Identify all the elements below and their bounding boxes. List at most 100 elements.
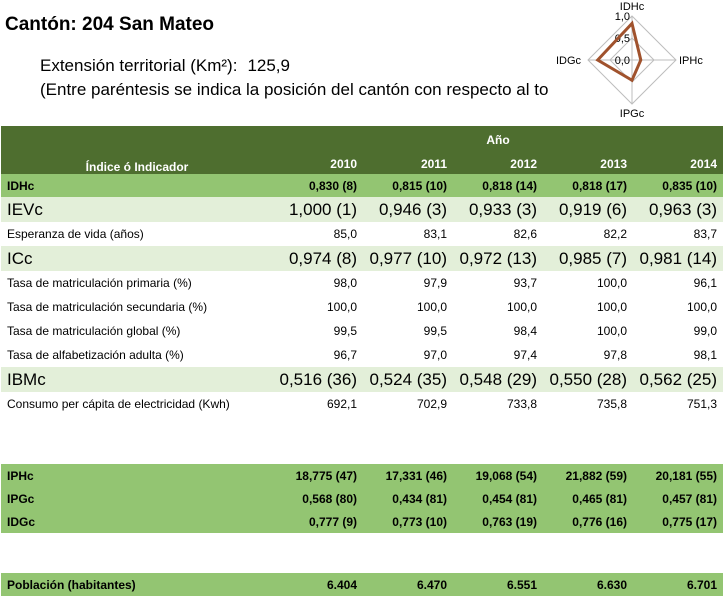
value-2012: 97,4 (453, 343, 543, 367)
value-2011: 0,977 (10) (363, 246, 453, 271)
value-2014: 751,3 (633, 392, 723, 416)
value-2010: 1,000 (1) (273, 197, 363, 222)
table-row-tasa-de-alfabetizacion-adulta: Tasa de alfabetización adulta (%) 96,7 97,… (1, 343, 723, 367)
value-2012: 19,068 (54) (453, 464, 543, 487)
value-2011: 702,9 (363, 392, 453, 416)
value-2012: 0,763 (19) (453, 510, 543, 533)
value-2010: 85,0 (273, 222, 363, 246)
year-header-2011: 2011 (363, 154, 453, 174)
value-2011: 17,331 (46) (363, 464, 453, 487)
row-label: Consumo per cápita de electricidad (Kwh) (1, 392, 273, 416)
value-2011: 97,0 (363, 343, 453, 367)
table-row-idhc: IDHc 0,830 (8) 0,815 (10) 0,818 (14) 0,818 (… (1, 174, 723, 197)
row-label: IEVc (1, 197, 273, 222)
value-2010: 18,775 (47) (273, 464, 363, 487)
value-2011: 100,0 (363, 295, 453, 319)
indicator-table: Índice ó Indicador Año 2010 2011 2012 2013 201… (1, 126, 723, 596)
spacer-row (1, 440, 723, 464)
value-2014: 100,0 (633, 295, 723, 319)
value-2012: 6.551 (453, 573, 543, 596)
row-label: Tasa de matriculación global (%) (1, 319, 273, 343)
value-2012: 82,6 (453, 222, 543, 246)
radar-axis-label-ipgc: IPGc (620, 108, 645, 118)
radar-series (595, 20, 643, 83)
value-2012: 0,818 (14) (453, 174, 543, 197)
value-2010: 96,7 (273, 343, 363, 367)
value-2013: 0,985 (7) (543, 246, 633, 271)
row-label: IDGc (1, 510, 273, 533)
table-row-ipgc: IPGc 0,568 (80) 0,434 (81) 0,454 (81) 0,465 … (1, 487, 723, 510)
value-2013: 0,818 (17) (543, 174, 633, 197)
value-2013: 0,550 (28) (543, 367, 633, 392)
value-2012: 0,972 (13) (453, 246, 543, 271)
table-row-ievc: IEVc 1,000 (1) 0,946 (3) 0,933 (3) 0,919 (6)… (1, 197, 723, 222)
value-2013: 82,2 (543, 222, 633, 246)
radar-chart: 1,00,50,0 IDHc IPHc IPGc IDGc (548, 0, 718, 118)
value-2011: 0,524 (35) (363, 367, 453, 392)
value-2014: 83,7 (633, 222, 723, 246)
value-2011: 0,434 (81) (363, 487, 453, 510)
value-2010: 0,974 (8) (273, 246, 363, 271)
value-2012: 100,0 (453, 295, 543, 319)
value-2014: 6.701 (633, 573, 723, 596)
value-2011: 0,773 (10) (363, 510, 453, 533)
table-row-ibmc: IBMc 0,516 (36) 0,524 (35) 0,548 (29) 0,550 … (1, 367, 723, 392)
year-group-header: Año (273, 126, 723, 154)
table-row-poblacion-habitantes: Población (habitantes) 6.404 6.470 6.551 6.6… (1, 573, 723, 596)
row-label: Esperanza de vida (años) (1, 222, 273, 246)
value-2011: 97,9 (363, 271, 453, 295)
value-2013: 735,8 (543, 392, 633, 416)
value-2011: 83,1 (363, 222, 453, 246)
value-2012: 0,933 (3) (453, 197, 543, 222)
row-label: IPHc (1, 464, 273, 487)
value-2011: 0,946 (3) (363, 197, 453, 222)
value-2013: 0,919 (6) (543, 197, 633, 222)
page-title: Cantón: 204 San Mateo (5, 14, 215, 35)
value-2011: 99,5 (363, 319, 453, 343)
value-2011: 6.470 (363, 573, 453, 596)
value-2014: 0,963 (3) (633, 197, 723, 222)
value-2010: 99,5 (273, 319, 363, 343)
table-row-esperanza-de-vida-anos: Esperanza de vida (años) 85,0 83,1 82,6 82,2… (1, 222, 723, 246)
table-row-consumo-per-capita-de-electricidad-kwh: Consumo per cápita de electricidad (Kwh)… (1, 392, 723, 416)
value-2013: 100,0 (543, 271, 633, 295)
row-label: Tasa de matriculación primaria (%) (1, 271, 273, 295)
value-2013: 0,776 (16) (543, 510, 633, 533)
value-2014: 0,457 (81) (633, 487, 723, 510)
value-2010: 6.404 (273, 573, 363, 596)
radar-axis-label-idhc: IDHc (620, 1, 645, 13)
value-2013: 0,465 (81) (543, 487, 633, 510)
value-2010: 0,516 (36) (273, 367, 363, 392)
value-2010: 98,0 (273, 271, 363, 295)
value-2011: 0,815 (10) (363, 174, 453, 197)
year-header-2014: 2014 (633, 154, 723, 174)
row-label: Tasa de matriculación secundaria (%) (1, 295, 273, 319)
extension-label: Extensión territorial (Km²): (40, 56, 238, 75)
label-column-header: Índice ó Indicador (1, 126, 273, 174)
value-2013: 97,8 (543, 343, 633, 367)
extension-value: 125,9 (247, 56, 290, 75)
ranking-note: (Entre paréntesis se indica la posición … (40, 80, 549, 99)
radar-tick-label: 0,0 (615, 55, 630, 67)
value-2012: 98,4 (453, 319, 543, 343)
value-2014: 99,0 (633, 319, 723, 343)
table-row-tasa-de-matriculacion-global: Tasa de matriculación global (%) 99,5 99,5… (1, 319, 723, 343)
value-2010: 100,0 (273, 295, 363, 319)
value-2014: 0,775 (17) (633, 510, 723, 533)
value-2013: 6.630 (543, 573, 633, 596)
territorial-extension: Extensión territorial (Km²): 125,9 (40, 56, 290, 76)
year-header-2012: 2012 (453, 154, 543, 174)
value-2013: 100,0 (543, 319, 633, 343)
value-2012: 93,7 (453, 271, 543, 295)
row-label: Población (habitantes) (1, 573, 273, 596)
radar-axis-label-idgc: IDGc (556, 55, 582, 67)
spacer-row (1, 416, 723, 440)
value-2014: 98,1 (633, 343, 723, 367)
table-row-tasa-de-matriculacion-primaria: Tasa de matriculación primaria (%) 98,0 97… (1, 271, 723, 295)
value-2013: 21,882 (59) (543, 464, 633, 487)
row-label: ICc (1, 246, 273, 271)
year-header-row: 2010 2011 2012 2013 2014 (1, 154, 723, 174)
value-2010: 0,568 (80) (273, 487, 363, 510)
radar-axis-label-iphc: IPHc (679, 55, 703, 67)
value-2010: 0,777 (9) (273, 510, 363, 533)
